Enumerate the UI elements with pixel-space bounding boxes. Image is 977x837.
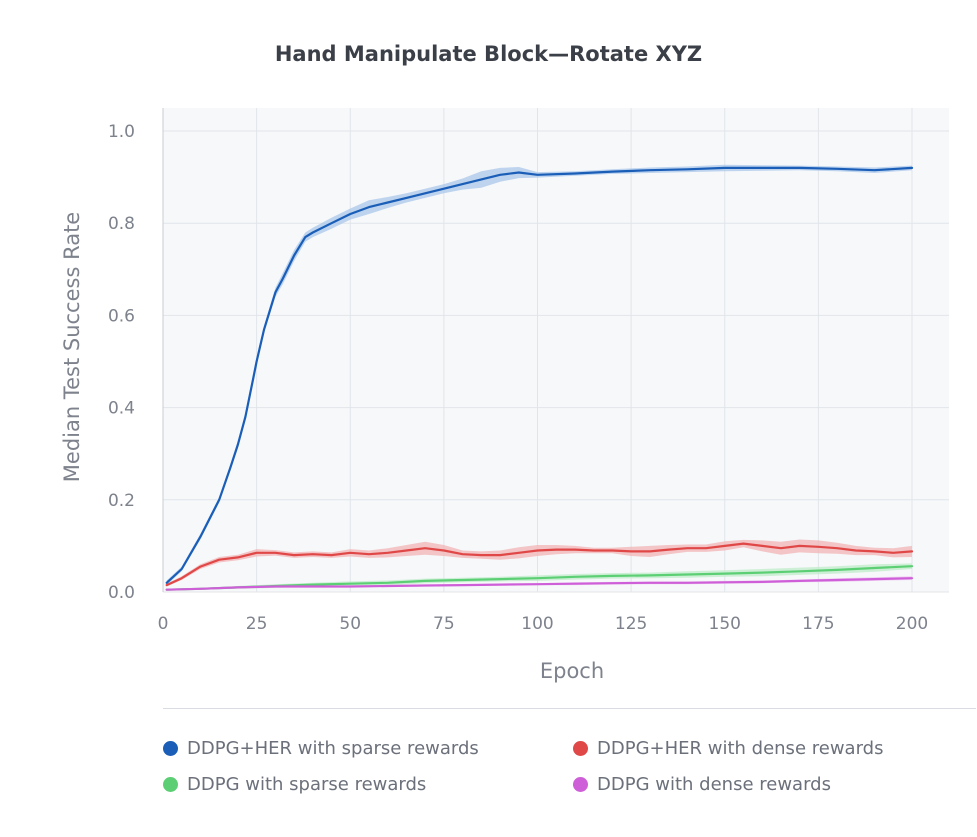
legend-label: DDPG+HER with sparse rewards: [187, 738, 479, 759]
legend-item-ddpg-her-sparse[interactable]: DDPG+HER with sparse rewards: [163, 738, 479, 759]
y-tick-label: 1.0: [108, 122, 135, 142]
x-tick-label: 150: [709, 614, 741, 634]
x-tick-label: 125: [615, 614, 647, 634]
x-tick-label: 75: [433, 614, 455, 634]
plot-area: [163, 108, 949, 592]
series-line-3: [165, 577, 914, 591]
series-line-0: [165, 166, 914, 584]
y-tick-label: 0.4: [108, 399, 135, 419]
legend-label: DDPG with dense rewards: [597, 774, 831, 795]
y-tick-label: 0.0: [108, 583, 135, 603]
x-tick-label: 175: [802, 614, 834, 634]
line-chart: 0 25 50 75 100 125 150 175 200 0.0 0.2 0.4 0.6 0.8 1.0…: [60, 108, 949, 683]
x-axis-label: Epoch: [540, 659, 604, 683]
y-tick-label: 0.6: [108, 306, 135, 326]
chart-title: Hand Manipulate Block—Rotate XYZ: [274, 42, 703, 66]
series-band-1: [166, 539, 912, 587]
legend-divider: [163, 708, 976, 709]
series-line-1: [165, 542, 914, 587]
legend-label: DDPG with sparse rewards: [187, 774, 427, 795]
legend-item-ddpg-her-dense[interactable]: DDPG+HER with dense rewards: [573, 738, 883, 759]
y-tick-label: 0.8: [108, 214, 135, 234]
x-tick-label: 50: [339, 614, 361, 634]
legend-item-ddpg-sparse[interactable]: DDPG with sparse rewards: [163, 774, 426, 795]
legend-swatch: [163, 777, 178, 792]
y-tick-label: 0.2: [108, 491, 135, 511]
legend-swatch: [163, 741, 178, 756]
x-tick-label: 0: [158, 614, 169, 634]
legend-swatch: [573, 777, 588, 792]
x-tick-label: 100: [521, 614, 553, 634]
x-tick-label: 25: [246, 614, 268, 634]
x-tick-label: 200: [896, 614, 928, 634]
legend-item-ddpg-dense[interactable]: DDPG with dense rewards: [573, 774, 831, 795]
legend-label: DDPG+HER with dense rewards: [597, 738, 884, 759]
y-axis-label: Median Test Success Rate: [60, 212, 84, 482]
legend-swatch: [573, 741, 588, 756]
